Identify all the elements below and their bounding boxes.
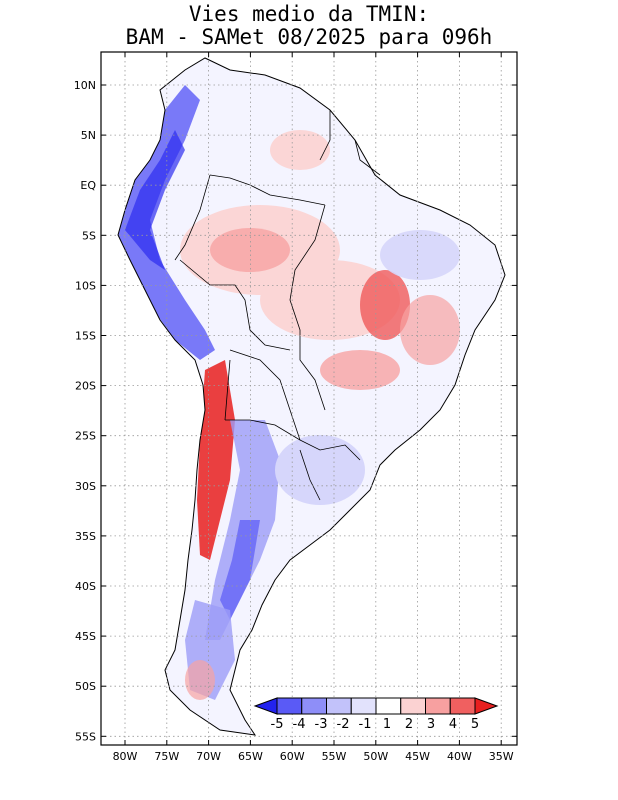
lon-label: 65W (238, 750, 263, 763)
colorbar-box (400, 697, 426, 715)
lat-label: 10S (75, 279, 96, 292)
lat-label: 5N (81, 129, 96, 142)
bias-field (117, 57, 506, 736)
colorbar-box (449, 697, 476, 715)
colorbar-box (375, 697, 402, 715)
lat-label: 10N (74, 79, 96, 92)
lon-label: 40W (447, 750, 472, 763)
colorbar-label: -5 (271, 717, 284, 732)
lon-label: 80W (113, 750, 138, 763)
lon-label: 35W (489, 750, 514, 763)
colorbar-box (425, 697, 451, 715)
lat-label: 40S (75, 580, 96, 593)
lon-label: 75W (154, 750, 179, 763)
lon-label: 60W (280, 750, 305, 763)
lat-label: 55S (75, 730, 96, 743)
colorbar-box (276, 697, 303, 715)
lat-label: 50S (75, 680, 96, 693)
colorbar-label: 2 (405, 717, 413, 732)
colorbar-label: 5 (471, 717, 479, 732)
map-title: Vies medio da TMIN: (188, 2, 430, 26)
colorbar-box (301, 697, 327, 715)
lat-lon-grid (101, 52, 517, 745)
lat-label: 25S (75, 430, 96, 443)
colorbar-label: -4 (293, 717, 306, 732)
colorbar-label: -3 (315, 717, 328, 732)
colorbar-labels: -5 -4 -3 -2 -1 1 2 3 4 5 (271, 717, 480, 732)
lon-label: 70W (196, 750, 221, 763)
colorbar-label: 4 (449, 717, 457, 732)
lat-label: 20S (75, 380, 96, 393)
colorbar-box (350, 697, 377, 715)
colorbar-label: 3 (427, 717, 435, 732)
colorbar-box (326, 697, 352, 715)
colorbar (253, 697, 499, 715)
lat-label: 15S (75, 330, 96, 343)
map-subtitle: BAM - SAMet 08/2025 para 096h (125, 25, 493, 49)
lat-label: 45S (75, 630, 96, 643)
colorbar-label: 1 (383, 717, 391, 732)
lat-label: 30S (75, 480, 96, 493)
lat-label: 35S (75, 530, 96, 543)
longitude-labels: 80W 75W 70W 65W 60W 55W 50W 45W 40W 35W (113, 750, 514, 763)
colorbar-max-arrow (474, 697, 499, 715)
latitude-labels: 10N 5N EQ 5S 10S 15S 20S 25S 30S 35S 40S 45S 50S 55S (74, 79, 97, 743)
lat-label: 5S (82, 229, 96, 242)
axis-ticks (101, 52, 517, 745)
lon-label: 55W (322, 750, 347, 763)
colorbar-label: -2 (337, 717, 350, 732)
lat-label: EQ (80, 179, 96, 192)
lon-label: 50W (363, 750, 388, 763)
lon-label: 45W (405, 750, 430, 763)
colorbar-label: -1 (359, 717, 372, 732)
